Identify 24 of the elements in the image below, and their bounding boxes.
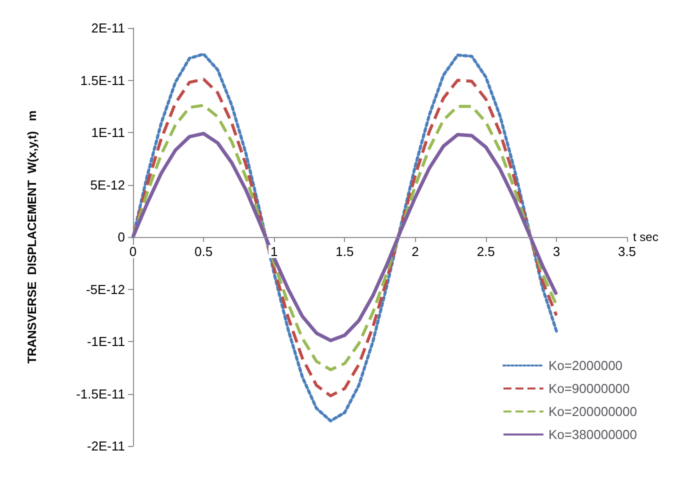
y-tick-label: -5E-12	[86, 282, 125, 297]
y-tick-label: -1E-11	[86, 334, 125, 349]
y-tick-label: 1.5E-11	[80, 72, 125, 88]
line-series	[131, 132, 558, 342]
legend-label: Ko=200000000	[548, 404, 637, 419]
x-tick-label: 1	[270, 244, 278, 259]
y-tick-label: 2E-11	[91, 20, 125, 36]
x-tick-label: 0.5	[194, 244, 213, 259]
x-tick-label: 1.5	[336, 244, 354, 259]
x-tick-label: 3	[552, 244, 560, 259]
y-tick-label: -1.5E-11	[76, 386, 125, 402]
y-axis-title: TRANSVERSE DISPLACEMENT W(x,y,t) m	[25, 110, 39, 364]
x-tick-label: 2.5	[476, 244, 495, 259]
y-tick-label: 1E-11	[91, 125, 125, 140]
legend-label: Ko=380000000	[548, 427, 637, 442]
y-tick-label: 5E-12	[90, 177, 125, 192]
x-tick-label: 0	[129, 244, 137, 259]
legend-label: Ko=90000000	[548, 381, 630, 396]
y-tick-label: 0	[118, 230, 125, 244]
y-tick-label: -2E-11	[86, 438, 125, 454]
x-axis-title: t sec	[633, 230, 658, 244]
x-tick-label: 2	[412, 244, 419, 259]
legend-label: Ko=2000000	[548, 358, 623, 373]
x-tick-label: 3.5	[618, 244, 636, 259]
